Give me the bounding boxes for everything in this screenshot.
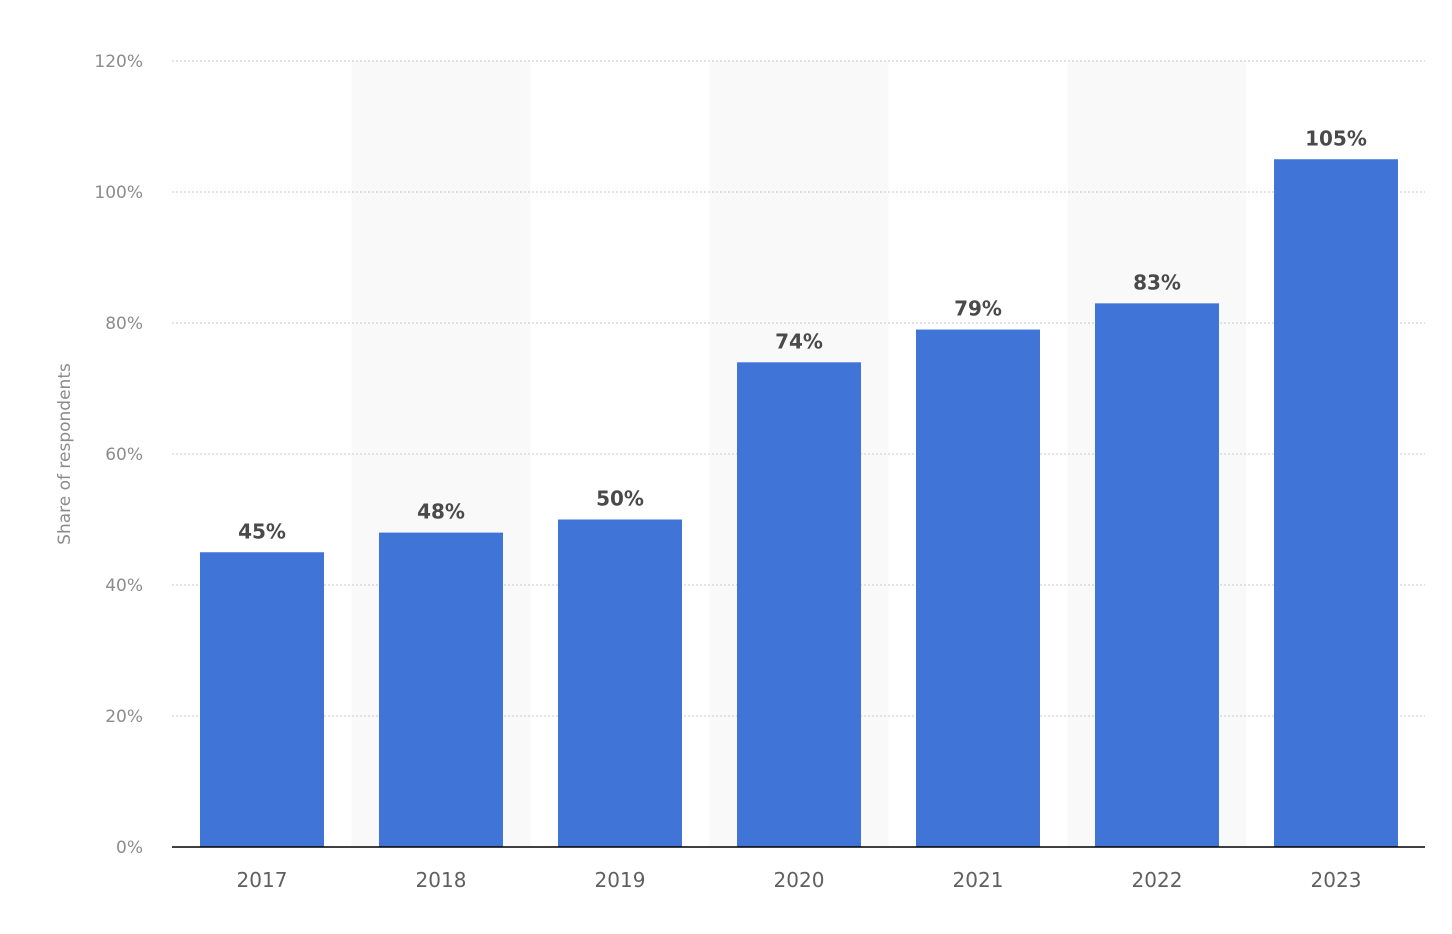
- x-tick-label: 2021: [953, 868, 1004, 892]
- y-tick-label: 0%: [116, 838, 143, 858]
- data-label: 48%: [417, 500, 465, 524]
- x-tick-label: 2023: [1311, 868, 1362, 892]
- data-label: 83%: [1133, 270, 1181, 294]
- bar: [1274, 159, 1398, 847]
- x-tick-label: 2018: [416, 868, 467, 892]
- bar: [379, 532, 503, 847]
- x-axis-ticks: 2017 2018 2019 2020 2021 2022 2023: [237, 868, 1362, 892]
- x-tick-label: 2019: [595, 868, 646, 892]
- data-label: 45%: [238, 519, 286, 543]
- y-tick-label: 40%: [105, 576, 143, 596]
- data-label: 50%: [596, 487, 644, 511]
- bar: [737, 362, 861, 847]
- y-tick-label: 100%: [94, 183, 143, 203]
- bar: [200, 552, 324, 847]
- data-label: 74%: [775, 329, 823, 353]
- x-tick-label: 2017: [237, 868, 288, 892]
- bar: [916, 329, 1040, 847]
- y-tick-label: 20%: [105, 707, 143, 727]
- y-tick-label: 120%: [94, 52, 143, 72]
- bar: [1095, 303, 1219, 848]
- y-tick-label: 60%: [105, 445, 143, 465]
- y-axis-title: Share of respondents: [55, 363, 75, 545]
- y-tick-label: 80%: [105, 314, 143, 334]
- x-tick-label: 2020: [774, 868, 825, 892]
- y-axis-ticks: 0% 20% 40% 60% 80% 100% 120%: [94, 52, 143, 858]
- data-labels: 45% 48% 50% 74% 79% 83% 105%: [238, 126, 1367, 543]
- data-label: 105%: [1305, 126, 1367, 150]
- data-label: 79%: [954, 297, 1002, 321]
- bar: [558, 519, 682, 847]
- bars: [200, 159, 1398, 848]
- x-tick-label: 2022: [1132, 868, 1183, 892]
